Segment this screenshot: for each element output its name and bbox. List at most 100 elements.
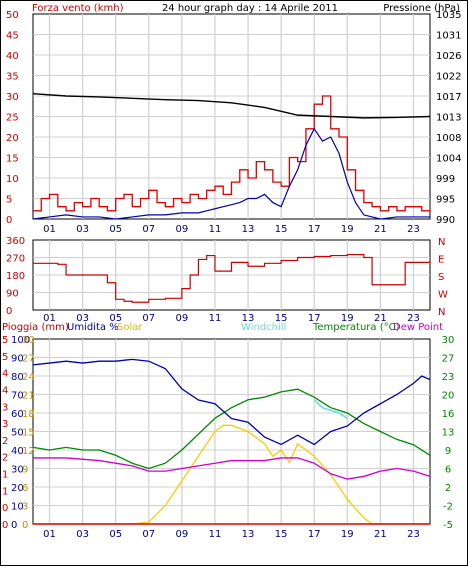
wind-tick-label: 30 bbox=[6, 92, 19, 103]
pressure-tick-label: 1022 bbox=[436, 72, 461, 83]
panel3-x-tick-label: 19 bbox=[341, 529, 354, 540]
dewpoint-series bbox=[33, 457, 431, 480]
legend-windchill: Windchill bbox=[241, 322, 286, 333]
temperature-tick-label: -2 bbox=[443, 502, 453, 513]
panel3-x-tick-label: 15 bbox=[275, 529, 288, 540]
legend-dewpoint: Dew Point bbox=[393, 322, 443, 333]
panel1-x-tick-label: 07 bbox=[142, 224, 155, 235]
legend-humidity: Umidita % bbox=[67, 322, 119, 333]
temperature-tick-label: 9 bbox=[445, 446, 451, 457]
windchill-series bbox=[313, 399, 348, 419]
legend-rain: Pioggia (mm) bbox=[2, 322, 69, 333]
rain-tick-label: 0 bbox=[2, 520, 8, 531]
panel2-x-tick-label: 05 bbox=[109, 313, 122, 324]
direction-tick-label: 0 bbox=[6, 306, 12, 317]
panel1-x-tick-label: 01 bbox=[43, 224, 56, 235]
rain-tick-label: 2 bbox=[2, 453, 8, 464]
wind-tick-label: 45 bbox=[6, 31, 19, 42]
direction-tick-label: 90 bbox=[6, 289, 19, 300]
solar-tick-label: 9 bbox=[22, 465, 28, 476]
humidity-tick-label: 90 bbox=[11, 354, 24, 365]
pressure-series bbox=[32, 93, 431, 119]
panel3-x-tick-label: 03 bbox=[76, 529, 89, 540]
pressure-tick-label: 1013 bbox=[436, 113, 461, 124]
panel2-x-tick-label: 09 bbox=[176, 313, 189, 324]
solar-tick-label: 0 bbox=[22, 520, 28, 531]
humidity-tick-label: 80 bbox=[11, 372, 24, 383]
wind-axis-title: Forza vento (kmh) bbox=[32, 3, 124, 14]
solar-tick-label: 24 bbox=[22, 372, 35, 383]
solar-tick-label: 21 bbox=[22, 391, 35, 402]
panel3-x-tick-label: 05 bbox=[109, 529, 122, 540]
humidity-tick-label: 20 bbox=[11, 483, 24, 494]
panel2-x-tick-label: 01 bbox=[43, 313, 56, 324]
pressure-tick-label: 995 bbox=[436, 195, 455, 206]
panel1-x-tick-label: 17 bbox=[308, 224, 321, 235]
rain-tick-label: 4 bbox=[2, 369, 8, 380]
panel3-x-tick-label: 21 bbox=[374, 529, 387, 540]
panel3-x-tick-label: 11 bbox=[209, 529, 222, 540]
pressure-tick-label: 999 bbox=[436, 174, 455, 185]
panel1-x-tick-label: 19 bbox=[341, 224, 354, 235]
pressure-tick-label: 1008 bbox=[436, 133, 461, 144]
panel2-x-tick-label: 23 bbox=[407, 313, 420, 324]
direction-tick-label: 270 bbox=[6, 254, 25, 265]
humidity-tick-label: 40 bbox=[11, 446, 24, 457]
panel1-x-tick-label: 13 bbox=[242, 224, 255, 235]
pressure-tick-label: 1035 bbox=[436, 10, 461, 21]
temperature-tick-label: 27 bbox=[442, 354, 455, 365]
temperature-tick-label: 20 bbox=[442, 391, 455, 402]
panel1-x-tick-label: 09 bbox=[176, 224, 189, 235]
panel1-x-tick-label: 11 bbox=[209, 224, 222, 235]
compass-tick-label: E bbox=[438, 255, 444, 266]
rain-tick-label: 2 bbox=[2, 436, 8, 447]
rain-tick-label: 3 bbox=[2, 419, 8, 430]
solar-tick-label: 30 bbox=[22, 335, 35, 346]
solar-series bbox=[33, 424, 430, 525]
rain-tick-label: 1 bbox=[2, 470, 8, 481]
pressure-tick-label: 990 bbox=[436, 215, 455, 226]
panel2-x-tick-label: 15 bbox=[275, 313, 288, 324]
solar-tick-label: 3 bbox=[22, 502, 28, 513]
wind-tick-label: 0 bbox=[6, 215, 12, 226]
wind-tick-label: 15 bbox=[6, 154, 19, 165]
pressure-tick-label: 1017 bbox=[436, 92, 461, 103]
temperature-tick-label: -5 bbox=[443, 520, 453, 531]
panel1-x-tick-label: 03 bbox=[76, 224, 89, 235]
panel1-x-tick-label: 05 bbox=[109, 224, 122, 235]
compass-tick-label: S bbox=[438, 272, 444, 283]
humidity-tick-label: 60 bbox=[11, 409, 24, 420]
pressure-tick-label: 1026 bbox=[436, 51, 461, 62]
panel2-x-tick-label: 11 bbox=[209, 313, 222, 324]
temperature-tick-label: 2 bbox=[445, 483, 451, 494]
panel2-x-tick-label: 19 bbox=[341, 313, 354, 324]
temperature-tick-label: 6 bbox=[445, 465, 451, 476]
legend-solar: Solar bbox=[117, 322, 143, 333]
compass-tick-label: W bbox=[438, 290, 448, 301]
temperature-series bbox=[32, 388, 431, 470]
panel2-x-tick-label: 17 bbox=[308, 313, 321, 324]
temperature-tick-label: 23 bbox=[442, 372, 455, 383]
humidity-tick-label: 100 bbox=[11, 335, 30, 346]
rain-tick-label: 1 bbox=[2, 486, 8, 497]
rain-tick-label: 4 bbox=[2, 385, 8, 396]
wind-tick-label: 25 bbox=[6, 113, 19, 124]
panel3-x-tick-label: 13 bbox=[242, 529, 255, 540]
humidity-tick-label: 0 bbox=[11, 520, 17, 531]
chart-title: 24 hour graph day : 14 Aprile 2011 bbox=[162, 3, 338, 14]
solar-tick-label: 27 bbox=[22, 354, 35, 365]
panel1-x-tick-label: 21 bbox=[374, 224, 387, 235]
solar-tick-label: 15 bbox=[22, 428, 35, 439]
humidity-tick-label: 10 bbox=[11, 502, 24, 513]
temperature-tick-label: 13 bbox=[442, 428, 455, 439]
wind-average-series bbox=[32, 127, 430, 220]
wind-direction-series bbox=[33, 253, 430, 303]
rain-tick-label: 5 bbox=[2, 335, 8, 346]
legend-temperature: Temperatura (°C) bbox=[312, 322, 400, 333]
compass-tick-label: N bbox=[438, 307, 445, 318]
pressure-axis-title: Pressione (hPa) bbox=[383, 3, 460, 14]
temperature-tick-label: 30 bbox=[442, 335, 455, 346]
panel2-x-tick-label: 13 bbox=[242, 313, 255, 324]
panel3-x-tick-label: 09 bbox=[176, 529, 189, 540]
solar-tick-label: 6 bbox=[22, 483, 28, 494]
